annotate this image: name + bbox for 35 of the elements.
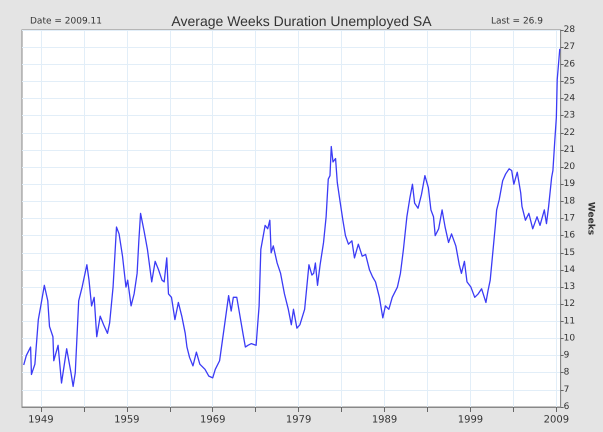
- y-tick-label: 19: [564, 179, 576, 190]
- text: Date = 2009.11: [30, 16, 102, 26]
- y-tick-label: 25: [564, 76, 576, 86]
- y-tick-label: 14: [564, 264, 576, 275]
- x-tick-label: 1969: [200, 414, 226, 426]
- x-tick-label: 1959: [114, 414, 140, 426]
- y-tick-label: 28: [564, 25, 576, 35]
- text: Last = 26.9: [490, 16, 544, 26]
- y-tick-label: 27: [564, 42, 576, 52]
- y-tick-label: 20: [564, 162, 576, 172]
- x-tick-label: 2009: [544, 414, 570, 426]
- y-tick-label: 23: [564, 110, 576, 121]
- y-tick-label: 18: [564, 196, 576, 206]
- y-tick-label: 22: [564, 128, 576, 138]
- x-tick-label: 1999: [458, 414, 484, 426]
- y-tick-label: 12: [564, 299, 576, 310]
- y-tick-label: 24: [564, 94, 576, 104]
- y-axis-title: Weeks: [586, 202, 596, 236]
- y-tick-label: 21: [564, 144, 576, 155]
- y-tick-label: 6: [564, 402, 570, 412]
- y-tick-label: 13: [564, 282, 576, 292]
- y-tick-label: 10: [564, 333, 576, 344]
- y-tick-label: 16: [564, 230, 576, 241]
- x-tick-label: 1989: [372, 414, 398, 426]
- y-tick-label: 17: [564, 214, 576, 224]
- y-tick-label: 15: [564, 248, 576, 258]
- line-series: [23, 48, 560, 388]
- y-tick-label: 11: [564, 316, 576, 326]
- x-tick-label: 1949: [28, 414, 54, 426]
- y-tick-label: 26: [564, 59, 576, 70]
- y-tick-label: 7: [564, 384, 570, 395]
- chart-title: Average Weeks Duration Unemployed SA: [171, 13, 432, 29]
- x-tick-label: 1979: [286, 414, 312, 426]
- y-tick-label: 9: [564, 350, 570, 361]
- y-tick-label: 8: [564, 368, 570, 378]
